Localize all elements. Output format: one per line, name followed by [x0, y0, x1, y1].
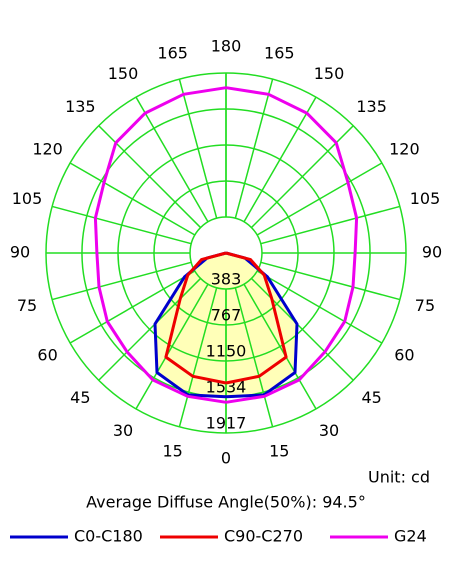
grid-spoke [69, 270, 196, 344]
angle-label: 150 [108, 64, 139, 83]
angle-label: 120 [32, 140, 63, 159]
angle-label: 150 [314, 64, 345, 83]
ring-label: 1917 [206, 414, 247, 433]
grid-spoke [256, 270, 383, 344]
grid-spoke [234, 287, 274, 428]
angle-label: 30 [319, 421, 339, 440]
unit-label: Unit: cd [368, 468, 430, 487]
angle-label: 90 [10, 243, 30, 262]
angle-label: 30 [113, 421, 133, 440]
legend-label: C90-C270 [224, 527, 303, 546]
grid-spoke [234, 78, 274, 219]
angle-label: 45 [70, 388, 90, 407]
grid-spoke [256, 162, 383, 236]
angle-label: 75 [415, 296, 435, 315]
angle-label: 60 [394, 346, 414, 365]
angle-label: 180 [211, 37, 242, 56]
angle-label: 135 [65, 97, 96, 116]
grid-spoke [178, 78, 218, 219]
grid-spoke [51, 261, 192, 301]
ring-label: 383 [211, 269, 242, 288]
grid-spoke [260, 261, 401, 301]
grid-spoke [69, 162, 196, 236]
grid-spoke [250, 277, 354, 381]
grid-spoke [135, 283, 209, 410]
angle-label: 90 [422, 243, 442, 262]
grid-spoke [51, 205, 192, 245]
grid-spoke [250, 125, 354, 229]
angle-label: 60 [37, 346, 57, 365]
angle-label: 120 [389, 140, 420, 159]
angle-label: 15 [269, 441, 289, 460]
ring-label: 1150 [206, 341, 247, 360]
curve [93, 86, 227, 404]
ring-label: 767 [211, 306, 242, 325]
curve [225, 86, 359, 404]
angle-label: 165 [157, 44, 188, 63]
annotation: Average Diffuse Angle(50%): 94.5° [86, 493, 366, 512]
angle-label: 75 [17, 296, 37, 315]
legend-label: C0-C180 [74, 527, 143, 546]
grid-spoke [243, 96, 317, 223]
grid-spoke [260, 205, 401, 245]
grid-spoke [243, 283, 317, 410]
angle-label: 45 [361, 388, 381, 407]
angle-label: 15 [163, 441, 183, 460]
angle-label: 165 [264, 44, 295, 63]
curve [225, 251, 288, 385]
grid-spoke [98, 277, 202, 381]
legend-label: G24 [394, 527, 427, 546]
angle-label: 135 [356, 97, 387, 116]
angle-label: 105 [12, 189, 43, 208]
grid-spoke [178, 287, 218, 428]
angle-label: 0 [221, 449, 231, 468]
angle-label: 105 [410, 189, 441, 208]
curve [164, 251, 227, 385]
grid-spoke [98, 125, 202, 229]
grid-spoke [135, 96, 209, 223]
